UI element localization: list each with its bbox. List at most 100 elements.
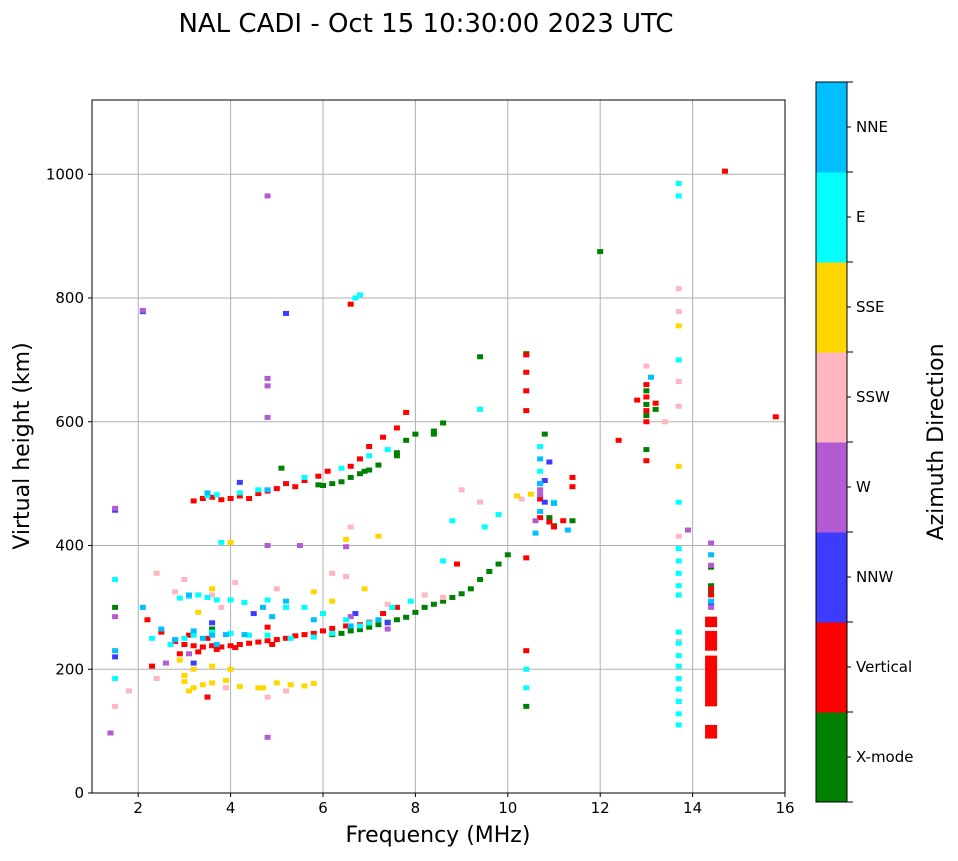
data-point-x-mode bbox=[347, 474, 354, 480]
data-point-e bbox=[440, 558, 447, 564]
data-point-vertical bbox=[195, 649, 202, 655]
colorbar-tick-label: W bbox=[856, 478, 871, 496]
data-point-vertical bbox=[560, 518, 567, 524]
data-point-x-mode bbox=[652, 406, 659, 412]
data-point-w bbox=[264, 375, 271, 381]
data-point-vertical bbox=[329, 625, 336, 631]
data-point-w bbox=[264, 383, 271, 389]
data-point-sse bbox=[176, 657, 183, 663]
data-point-vertical bbox=[523, 369, 530, 375]
data-point-sse bbox=[199, 682, 206, 688]
data-point-vertical bbox=[721, 168, 728, 174]
data-point-vertical bbox=[292, 484, 299, 490]
data-point-w bbox=[347, 614, 354, 620]
data-point-e bbox=[675, 676, 682, 682]
x-tick-label: 2 bbox=[133, 799, 143, 817]
data-point-x-mode bbox=[112, 604, 119, 610]
data-point-e bbox=[675, 558, 682, 564]
data-point-x-mode bbox=[393, 617, 400, 623]
data-point-x-mode bbox=[375, 622, 382, 628]
colorbar-tick-label: NNW bbox=[856, 568, 893, 586]
data-point-e bbox=[195, 592, 202, 598]
data-point-nne bbox=[259, 604, 266, 610]
data-point-e bbox=[204, 594, 211, 600]
data-point-nne bbox=[241, 632, 248, 638]
data-point-vertical bbox=[546, 519, 553, 525]
data-point-e bbox=[112, 676, 119, 682]
data-point-vertical bbox=[380, 611, 387, 617]
data-point-ssw bbox=[283, 688, 290, 694]
data-point-x-mode bbox=[412, 431, 419, 437]
data-point-nne bbox=[199, 635, 206, 641]
data-point-ssw bbox=[384, 601, 391, 607]
data-point-e bbox=[301, 474, 308, 480]
data-point-nne bbox=[158, 626, 165, 632]
data-point-vertical bbox=[643, 382, 650, 388]
data-point-vertical bbox=[347, 463, 354, 469]
data-point-sse bbox=[209, 680, 216, 686]
data-point-vertical bbox=[204, 635, 211, 641]
data-point-w bbox=[112, 614, 119, 620]
data-point-vertical bbox=[181, 642, 188, 647]
data-bar-vertical bbox=[705, 724, 718, 739]
data-point-ssw bbox=[675, 533, 682, 539]
data-point-e bbox=[477, 406, 484, 412]
data-point-e bbox=[255, 487, 262, 493]
data-point-e bbox=[218, 539, 225, 545]
data-point-e bbox=[675, 722, 682, 728]
data-point-sse bbox=[361, 586, 368, 592]
data-point-sse bbox=[259, 685, 266, 691]
data-point-x-mode bbox=[643, 388, 650, 394]
data-point-vertical bbox=[569, 474, 576, 480]
colorbar-swatch bbox=[816, 262, 847, 353]
data-point-x-mode bbox=[708, 583, 715, 589]
axis-ticks: 2 4 6 8 10 12 14 16 0 200 400 600 800 1000 bbox=[46, 165, 795, 817]
chart-title: NAL CADI - Oct 15 10:30:00 2023 UTC bbox=[178, 9, 673, 39]
data-point-sse bbox=[273, 680, 280, 686]
data-point-vertical bbox=[199, 644, 206, 650]
data-point-x-mode bbox=[440, 420, 447, 426]
data-point-ssw bbox=[153, 676, 160, 682]
data-point-x-mode bbox=[569, 518, 576, 524]
data-point-x-mode bbox=[504, 552, 511, 558]
data-point-vertical bbox=[772, 414, 779, 420]
colorbar-swatch bbox=[816, 622, 847, 713]
data-point-ssw bbox=[218, 604, 225, 610]
data-point-x-mode bbox=[467, 586, 474, 592]
data-point-vertical bbox=[227, 643, 234, 649]
data-point-ssw bbox=[181, 577, 188, 583]
data-point-x-mode bbox=[486, 568, 493, 574]
data-point-w bbox=[537, 487, 544, 493]
data-point-vertical bbox=[523, 388, 530, 394]
colorbar-swatch bbox=[816, 532, 847, 623]
data-point-sse bbox=[527, 491, 534, 497]
grid bbox=[92, 100, 786, 794]
data-point-ssw bbox=[643, 363, 650, 369]
data-point-w bbox=[708, 604, 715, 610]
data-point-e bbox=[149, 635, 156, 641]
data-point-nnw bbox=[352, 611, 359, 617]
data-point-ssw bbox=[232, 580, 239, 586]
data-point-vertical bbox=[236, 642, 243, 647]
data-point-e bbox=[537, 444, 544, 449]
data-point-e bbox=[301, 604, 308, 610]
data-point-vertical bbox=[537, 496, 544, 502]
data-point-ssw bbox=[264, 694, 271, 700]
data-point-vertical bbox=[273, 486, 280, 492]
data-point-sse bbox=[255, 685, 262, 691]
data-point-w bbox=[708, 540, 715, 546]
data-point-ssw bbox=[125, 688, 132, 694]
data-point-e bbox=[675, 592, 682, 598]
data-point-x-mode bbox=[375, 462, 382, 468]
data-point-x-mode bbox=[421, 604, 428, 610]
data-point-nne bbox=[264, 487, 271, 493]
data-point-vertical bbox=[551, 524, 557, 530]
data-point-vertical bbox=[209, 643, 216, 649]
data-point-w bbox=[107, 730, 114, 736]
colorbar-swatch bbox=[816, 712, 847, 803]
data-point-sse bbox=[181, 679, 188, 685]
data-point-nne bbox=[648, 374, 655, 380]
data-point-nne bbox=[213, 642, 220, 647]
data-point-e bbox=[537, 468, 544, 474]
data-point-e bbox=[675, 698, 682, 704]
